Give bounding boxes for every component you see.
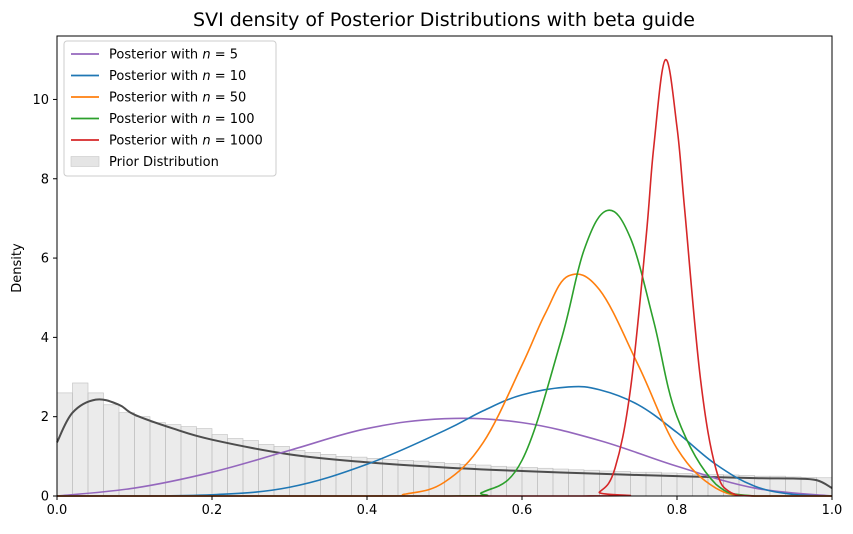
histogram-bar (335, 456, 352, 497)
histogram-bar (165, 424, 182, 497)
legend: Posterior with n = 5 Posterior with n = 1… (63, 40, 277, 177)
legend-label: Posterior with n = 5 (109, 48, 238, 63)
x-tick-label: 0.6 (512, 503, 533, 518)
histogram-bar (87, 392, 104, 497)
legend-label: Posterior with n = 50 (109, 91, 246, 106)
x-tick-label: 0.4 (357, 503, 378, 518)
histogram-bar (304, 452, 321, 497)
y-tick-label: 0 (41, 490, 49, 505)
histogram-bar (180, 426, 197, 497)
x-tick-label: 0.0 (47, 503, 68, 518)
axes: 0.0 0.2 0.4 0.6 0.8 1.0 0 2 4 6 8 10 (32, 93, 842, 518)
y-tick-label: 4 (41, 331, 49, 346)
series-line-1 (57, 385, 833, 497)
plot-frame (56, 35, 833, 497)
histogram-bar (103, 404, 120, 497)
histogram-bar (289, 450, 306, 497)
x-tick-label: 0.2 (202, 503, 223, 518)
legend-label: Prior Distribution (109, 155, 219, 170)
histogram-bar (56, 392, 73, 497)
histogram-bar (72, 382, 89, 497)
legend-swatch (70, 156, 100, 167)
y-tick-label: 6 (41, 252, 49, 267)
y-tick-label: 2 (41, 410, 49, 425)
histogram-bar (211, 434, 228, 497)
legend-label: Posterior with n = 100 (109, 112, 255, 127)
y-tick-label: 8 (41, 172, 49, 187)
legend-label: Posterior with n = 10 (109, 69, 246, 84)
x-tick-label: 0.8 (667, 503, 688, 518)
legend-label: Posterior with n = 1000 (109, 134, 263, 149)
x-tick-label: 1.0 (822, 503, 843, 518)
series-line-0 (56, 417, 833, 497)
legend-frame (63, 40, 277, 177)
histogram-bar (134, 416, 151, 497)
histogram-bar (118, 412, 135, 497)
chart-title: SVI density of Posterior Distributions w… (193, 9, 695, 31)
y-tick-label: 10 (32, 93, 49, 108)
y-axis-label: Density (10, 243, 25, 293)
